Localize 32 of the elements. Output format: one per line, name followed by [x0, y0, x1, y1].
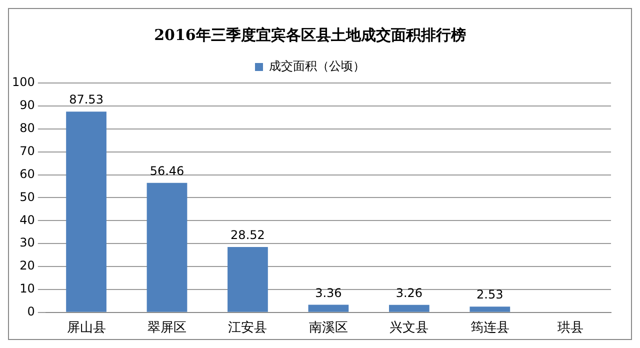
bar: [146, 182, 188, 312]
bar: [389, 304, 430, 312]
data-label: 3.36: [315, 286, 342, 300]
data-label: 56.46: [150, 164, 184, 178]
y-tick-label: 100: [12, 75, 35, 90]
bar: [66, 112, 106, 312]
data-label: 87.53: [69, 92, 104, 107]
bar: [308, 304, 349, 312]
data-label: 28.52: [230, 228, 265, 242]
x-tick-label: 兴文县: [390, 320, 429, 336]
y-tick-label: 40: [20, 212, 35, 227]
x-tick-label: 翠屏区: [147, 320, 186, 336]
data-label: 2.53: [476, 288, 504, 302]
y-tick-label: 30: [20, 236, 35, 250]
chart-title: 2016年三季度宜宾各区县土地成交面积排行榜: [154, 26, 466, 44]
data-label: 3.26: [396, 286, 423, 300]
y-tick-label: 20: [20, 258, 35, 273]
legend-label: 成交面积（公顷）: [269, 59, 365, 74]
y-tick-label: 60: [20, 166, 35, 181]
y-tick-label: 90: [20, 98, 35, 112]
y-tick-label: 50: [20, 190, 35, 204]
y-tick-label: 80: [20, 121, 35, 136]
x-tick-label: 珙县: [558, 320, 584, 336]
bar: [228, 246, 268, 312]
y-tick-label: 70: [20, 144, 35, 158]
x-tick-label: 屏山县: [66, 320, 106, 336]
bar: [470, 306, 510, 312]
x-tick-label: 南溪区: [308, 320, 348, 336]
x-tick-label: 筠连县: [470, 320, 510, 336]
y-tick-label: 0: [27, 304, 35, 319]
x-tick-label: 江安县: [228, 320, 268, 336]
y-tick-label: 10: [20, 282, 35, 296]
